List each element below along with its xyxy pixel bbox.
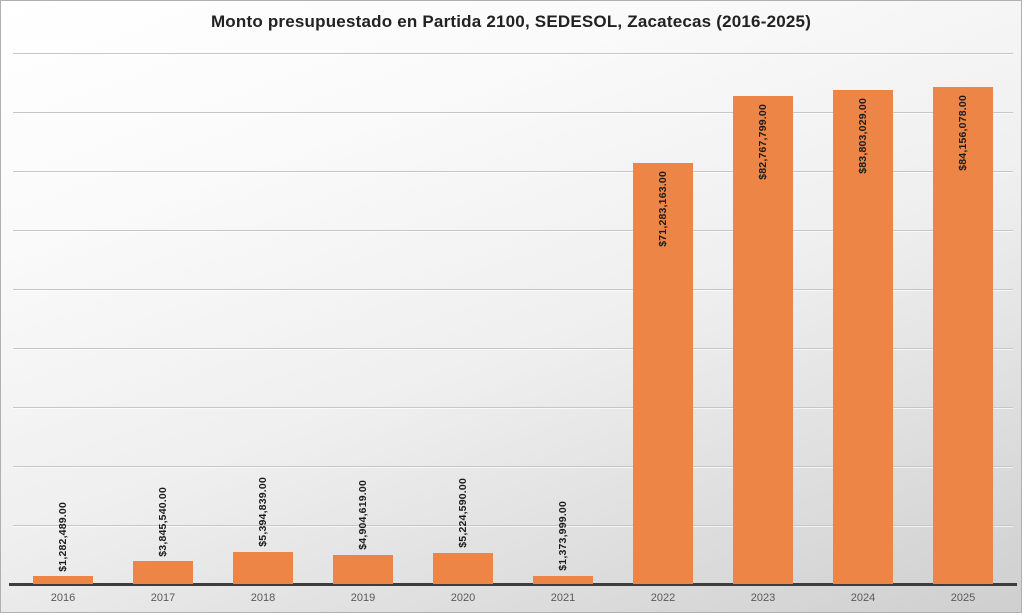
category-column: $1,282,489.00	[13, 1, 113, 584]
gridline	[13, 112, 1013, 113]
category-column: $71,283,163.00	[613, 1, 713, 584]
bar	[833, 89, 893, 584]
bar-label-text: $71,283,163.00	[657, 171, 669, 248]
bar-label: $1,282,489.00	[13, 502, 113, 572]
bar-label: $84,156,078.00	[913, 95, 1013, 171]
category-column: $1,373,999.00	[513, 1, 613, 584]
bar-label-text: $4,904,619.00	[357, 480, 369, 551]
category-column: $82,767,799.00	[713, 1, 813, 584]
x-axis-tick-label: 2022	[650, 592, 676, 604]
gridline	[13, 171, 1013, 172]
x-axis-tick-label: 2024	[850, 592, 876, 604]
bar-label: $83,803,029.00	[813, 98, 913, 174]
gridline	[13, 466, 1013, 467]
bar-label: $82,767,799.00	[713, 104, 813, 180]
x-axis-tick-label: 2023	[750, 592, 776, 604]
bar-label: $3,845,540.00	[113, 487, 213, 557]
bar-label-text: $1,282,489.00	[57, 501, 69, 572]
bar-label-text: $5,394,839.00	[257, 477, 269, 548]
category-column: $3,845,540.00	[113, 1, 213, 584]
gridline	[13, 407, 1013, 408]
bar-label: $5,224,590.00	[413, 478, 513, 548]
bar-label: $1,373,999.00	[513, 501, 613, 571]
x-axis-tick-label: 2018	[250, 592, 276, 604]
x-axis-tick-label: 2017	[150, 592, 176, 604]
chart-title: Monto presupuestado en Partida 2100, SED…	[210, 12, 812, 31]
bar	[433, 553, 493, 584]
gridline	[13, 289, 1013, 290]
bar-label-text: $3,845,540.00	[157, 486, 169, 557]
gridline	[13, 525, 1013, 526]
bar-label: $5,394,839.00	[213, 477, 313, 547]
x-axis-tick-label: 2021	[550, 592, 576, 604]
bar	[333, 555, 393, 584]
x-axis-tick-label: 2019	[350, 592, 376, 604]
x-axis: 2016 2017 2018 2019 2020 2021 2022 2023 2024 2025	[13, 592, 1013, 608]
bar-label: $71,283,163.00	[613, 171, 713, 247]
category-column: $5,224,590.00	[413, 1, 513, 584]
bar	[133, 561, 193, 584]
category-column: $84,156,078.00	[913, 1, 1013, 584]
gridline	[13, 348, 1013, 349]
category-column: $4,904,619.00	[313, 1, 413, 584]
x-axis-line	[9, 583, 1017, 586]
bar	[533, 575, 593, 584]
category-column: $5,394,839.00	[213, 1, 313, 584]
bar-label-text: $82,767,799.00	[757, 103, 769, 180]
bar	[633, 163, 693, 584]
bar	[733, 95, 793, 584]
bar	[33, 576, 93, 584]
bar-label-text: $84,156,078.00	[957, 95, 969, 172]
gridline	[13, 230, 1013, 231]
bar	[233, 552, 293, 584]
x-axis-tick-label: 2016	[50, 592, 76, 604]
bar-label-text: $1,373,999.00	[557, 501, 569, 571]
x-axis-tick-label: 2020	[450, 592, 476, 604]
bar-label: $4,904,619.00	[313, 480, 413, 550]
bar	[933, 87, 993, 584]
gridline	[13, 53, 1013, 54]
category-column: $83,803,029.00	[813, 1, 913, 584]
x-axis-tick-label: 2025	[950, 592, 976, 604]
bar-label-text: $5,224,590.00	[457, 478, 469, 549]
plot-area: $1,282,489.00 $3,845,540.00 $5,394,839.00 $…	[9, 1, 1017, 586]
bar-label-text: $83,803,029.00	[857, 97, 869, 174]
